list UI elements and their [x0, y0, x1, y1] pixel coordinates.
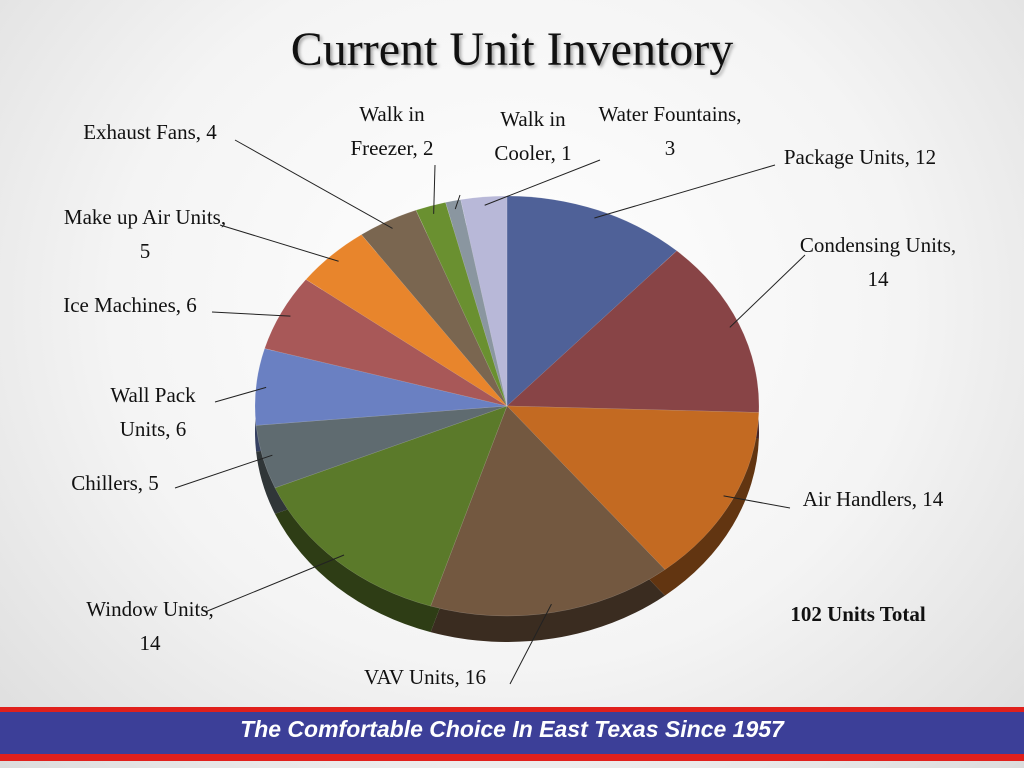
slice-label: Air Handlers, 14 [802, 487, 944, 511]
leader-line [729, 254, 806, 328]
leader-line [594, 164, 776, 219]
slice-label: Condensing Units, 14 [799, 233, 957, 291]
slice-label: Walk in Cooler, 1 [494, 107, 572, 165]
slice [506, 405, 760, 570]
slice-label: Exhaust Fans, 4 [83, 120, 217, 144]
slice [264, 279, 508, 407]
slice [430, 405, 666, 617]
leader-line [433, 164, 436, 214]
slice-label: Chillers, 5 [71, 471, 159, 495]
slice-label: Water Fountains, 3 [598, 102, 742, 160]
slice [274, 405, 508, 607]
leader-line [454, 194, 461, 210]
leader-line [211, 311, 291, 317]
slice [254, 348, 508, 426]
leader-line [174, 454, 273, 489]
slice-label: Make up Air Units, 5 [63, 205, 227, 263]
slice-label: Walk in Freezer, 2 [350, 102, 434, 160]
leader-line [219, 224, 339, 262]
leader-line [204, 554, 345, 613]
footer-band [0, 712, 1024, 754]
slice [506, 195, 678, 407]
slice-label: VAV Units, 16 [364, 665, 486, 689]
slice-label: Window Units, 14 [86, 597, 214, 655]
slice [445, 199, 508, 407]
slice [506, 250, 760, 413]
slice-label: Ice Machines, 6 [63, 293, 197, 317]
footer-tagline: The Comfortable Choice In East Texas Sin… [240, 716, 784, 742]
slice [361, 209, 508, 407]
total-label: 102 Units Total [790, 602, 926, 626]
leader-line [234, 139, 393, 229]
leader-line [509, 603, 552, 685]
slice-label: Package Units, 12 [783, 145, 937, 169]
leader-line [484, 159, 601, 206]
slice [415, 202, 508, 407]
chart-title: Current Unit Inventory [290, 23, 734, 76]
leader-line [214, 386, 267, 403]
slice-label: Wall Pack Units, 6 [110, 383, 196, 441]
leader-line [723, 495, 791, 509]
slice [305, 234, 508, 407]
slice [255, 405, 508, 489]
